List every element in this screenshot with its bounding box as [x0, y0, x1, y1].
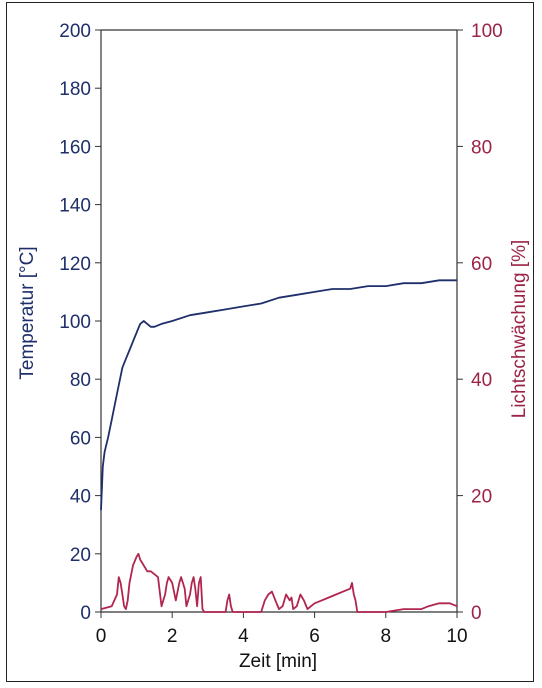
right-tick-label: 80: [471, 137, 492, 158]
right-ticks: 0 20 40 60 80 100: [457, 21, 503, 624]
left-tick-label: 0: [80, 603, 91, 624]
left-tick-label: 60: [70, 428, 91, 449]
left-tick-label: 180: [59, 79, 91, 100]
chart-frame: 0 20 40 60 80 100 120 140 160 180 200 0 20 40 60 80 100…: [6, 2, 534, 682]
right-tick-label: 60: [471, 254, 492, 275]
right-axis-label: Lichtschwächung [%]: [509, 240, 530, 419]
left-ticks: 0 20 40 60 80 100 120 140 160 180 200: [59, 21, 101, 624]
left-tick-label: 80: [70, 370, 91, 391]
light-attenuation-line: [100, 552, 458, 613]
x-tick-label: 0: [96, 626, 107, 647]
left-tick-label: 120: [59, 254, 91, 275]
x-axis-label: Zeit [min]: [239, 651, 317, 672]
x-tick-label: 4: [238, 626, 249, 647]
x-tick-label: 2: [167, 626, 178, 647]
x-tick-label: 8: [381, 626, 392, 647]
right-tick-label: 0: [471, 603, 482, 624]
left-tick-label: 200: [59, 21, 91, 42]
right-tick-label: 100: [471, 21, 503, 42]
x-ticks: 0 2 4 6 8 10: [96, 612, 468, 647]
left-tick-label: 160: [59, 137, 91, 158]
left-tick-label: 100: [59, 312, 91, 333]
axes: [100, 29, 458, 613]
left-tick-label: 20: [70, 545, 91, 566]
left-tick-label: 40: [70, 487, 91, 508]
temperature-line: [100, 279, 457, 511]
left-axis-label: Temperatur [°C]: [17, 246, 38, 379]
x-tick-label: 10: [446, 626, 467, 647]
right-tick-label: 20: [471, 487, 492, 508]
left-tick-label: 140: [59, 196, 91, 217]
series-lines: [100, 279, 458, 613]
x-tick-label: 6: [309, 626, 320, 647]
right-tick-label: 40: [471, 370, 492, 391]
